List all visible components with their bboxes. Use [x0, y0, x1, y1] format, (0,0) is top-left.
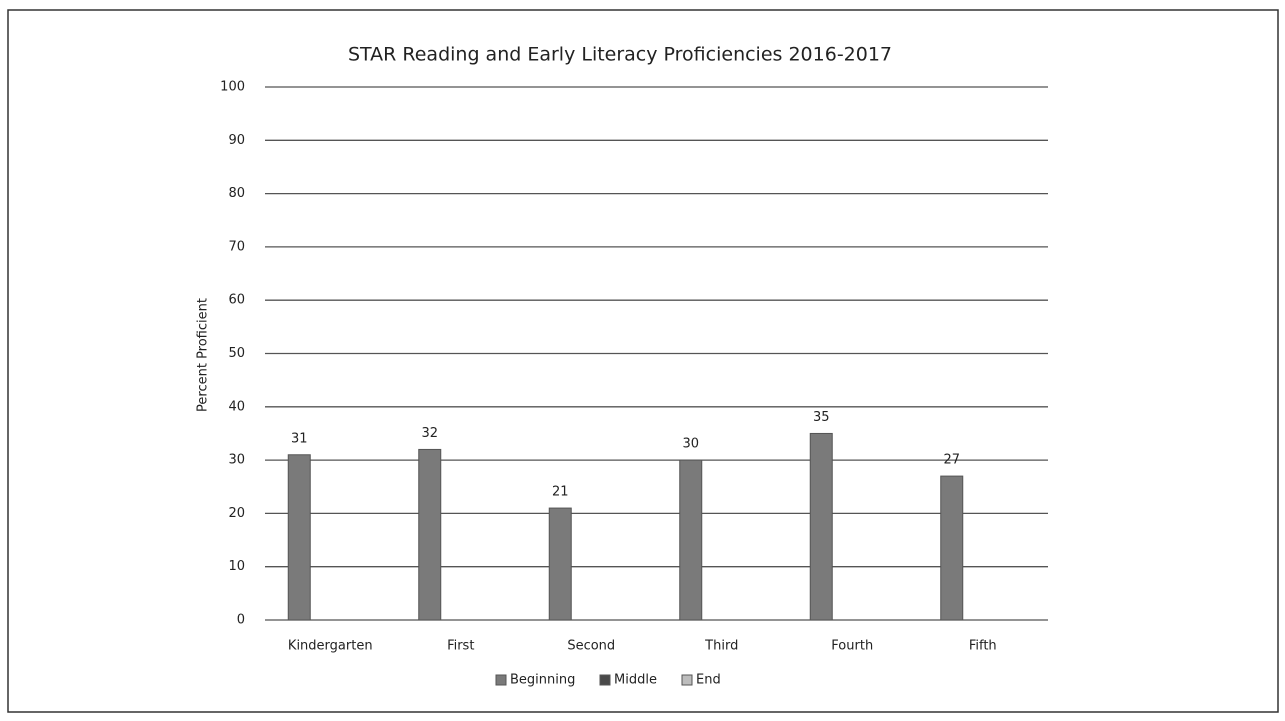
y-axis-label: Percent Proficient	[196, 298, 211, 412]
x-tick-label: Fourth	[831, 639, 873, 654]
chart-frame	[7, 9, 1279, 713]
bar	[418, 448, 442, 621]
legend-label: Beginning	[510, 673, 575, 688]
y-tick-label: 30	[228, 453, 245, 468]
legend-label: End	[696, 673, 721, 688]
legend-swatch	[599, 674, 611, 686]
data-label: 27	[943, 453, 960, 468]
data-label: 35	[813, 410, 830, 425]
data-label: 30	[682, 437, 699, 452]
legend-swatch	[495, 674, 507, 686]
data-label: 31	[291, 431, 308, 446]
bar	[940, 475, 964, 621]
y-tick-label: 40	[228, 399, 245, 414]
chart-title: STAR Reading and Early Literacy Proficie…	[348, 44, 892, 66]
y-tick-label: 60	[228, 293, 245, 308]
y-tick-label: 70	[228, 239, 245, 254]
data-label: 32	[421, 426, 438, 441]
bar	[679, 459, 703, 621]
y-tick-label: 20	[228, 506, 245, 521]
bar	[287, 454, 311, 621]
x-tick-label: Kindergarten	[288, 639, 373, 654]
x-tick-label: Second	[567, 639, 615, 654]
data-label: 21	[552, 485, 569, 500]
y-tick-label: 10	[228, 559, 245, 574]
y-tick-label: 0	[237, 613, 245, 628]
x-tick-label: First	[447, 639, 474, 654]
y-tick-label: 80	[228, 186, 245, 201]
x-tick-label: Fifth	[969, 639, 997, 654]
bar	[548, 507, 572, 621]
legend-label: Middle	[614, 673, 657, 688]
legend-swatch	[681, 674, 693, 686]
y-tick-label: 50	[228, 346, 245, 361]
bar	[809, 432, 833, 621]
y-tick-label: 100	[220, 80, 245, 95]
x-tick-label: Third	[704, 639, 738, 654]
y-tick-label: 90	[228, 133, 245, 148]
